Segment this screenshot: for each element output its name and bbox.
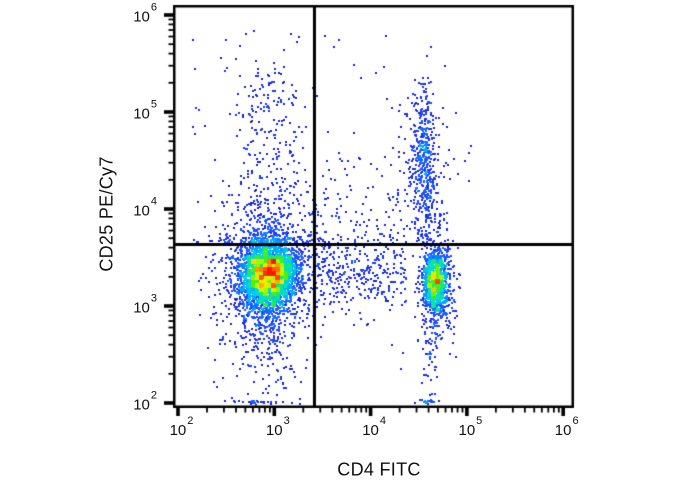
y-tick-label: 106 [133, 1, 157, 26]
x-tick-label: 103 [265, 415, 290, 439]
y-tick-label: 103 [133, 292, 157, 317]
y-tick-label: 102 [133, 389, 157, 414]
y-axis-title: CD25 PE/Cy7 [96, 156, 117, 272]
y-tick-label: 105 [133, 98, 157, 123]
y-tick-label: 104 [133, 195, 157, 220]
x-tick-label: 106 [554, 415, 579, 439]
x-tick-label: 104 [362, 415, 386, 439]
x-axis-title: CD4 FITC [337, 459, 421, 480]
x-tick-label: 102 [169, 415, 194, 439]
x-tick-label: 105 [458, 415, 483, 439]
